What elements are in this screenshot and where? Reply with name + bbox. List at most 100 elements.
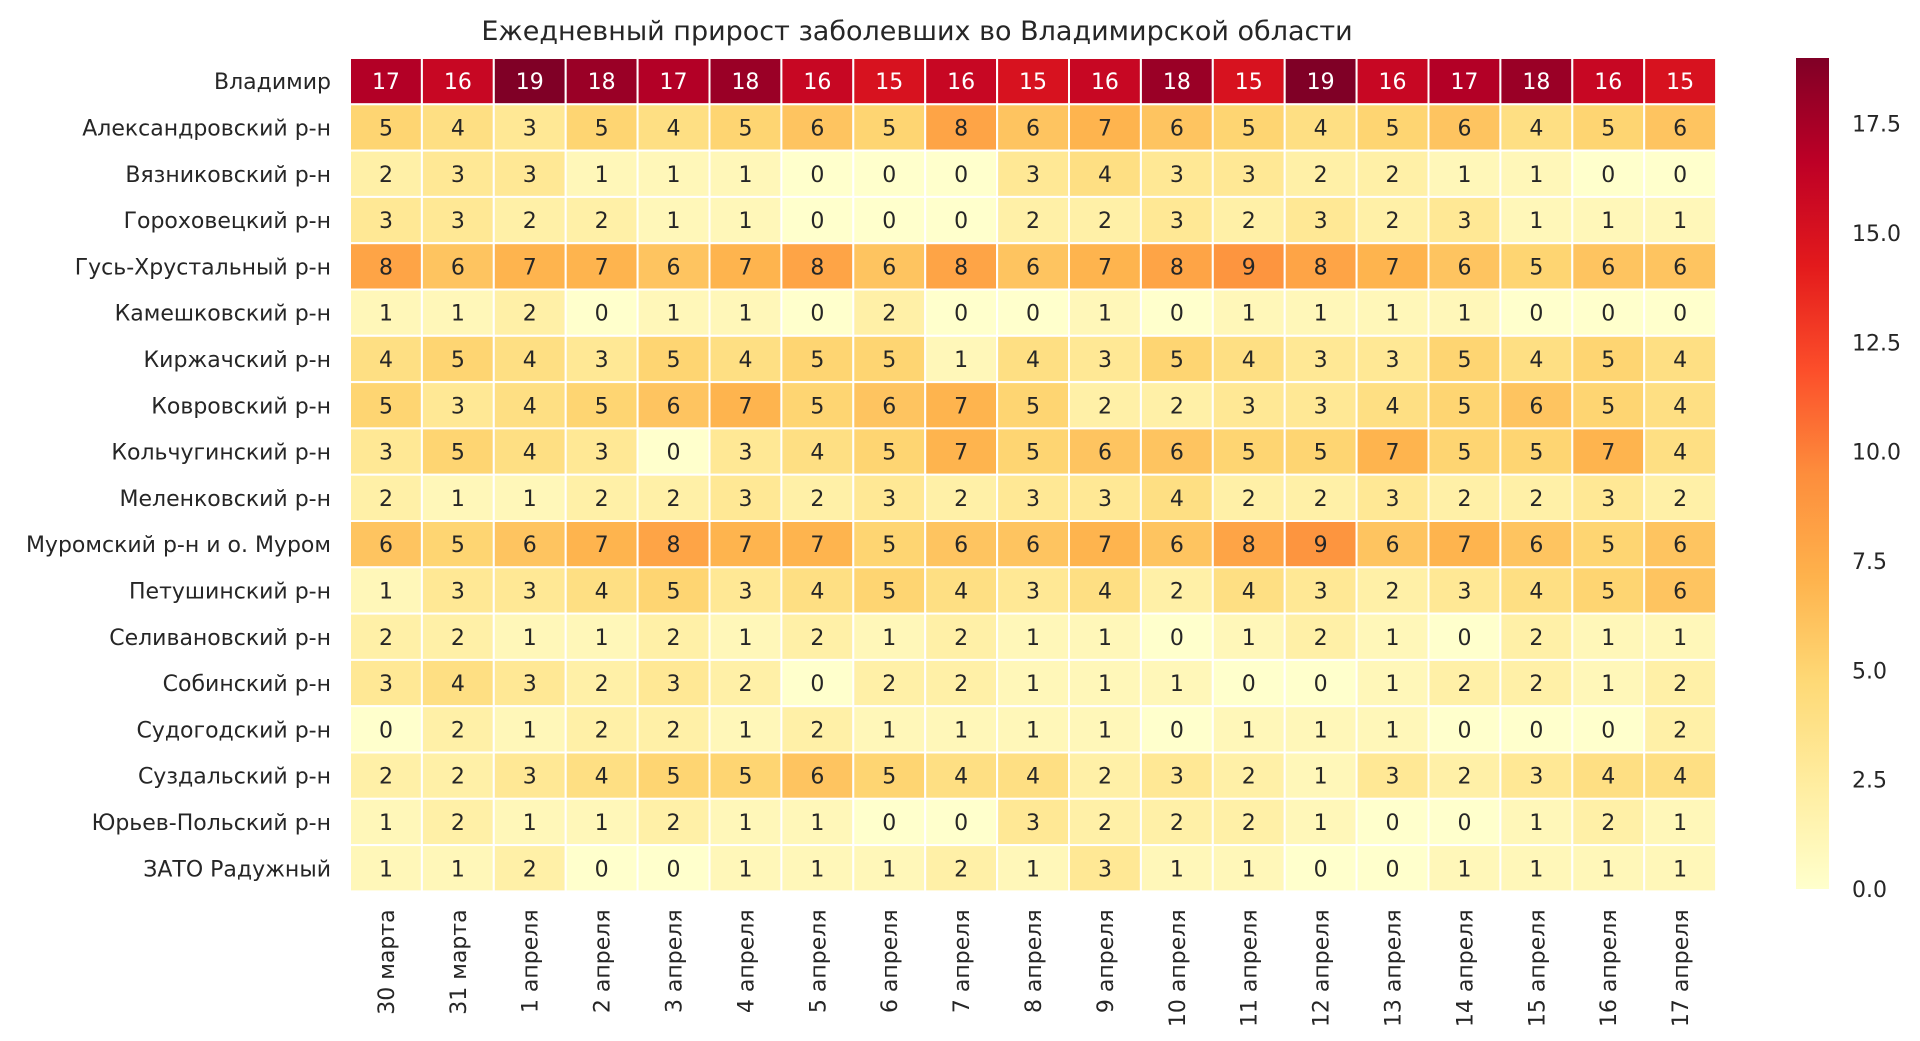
cell-value: 7 [1386,441,1400,466]
heatmap-cell [564,612,639,661]
cell-value: 2 [1673,672,1687,697]
cell-value: 5 [1601,579,1615,604]
cell-value: 0 [1170,626,1184,651]
cell-value: 4 [523,441,537,466]
heatmap-cell [1427,473,1502,523]
heatmap-cell [996,149,1070,198]
cell-value: 8 [954,255,968,280]
cell-value: 7 [954,441,968,466]
cell-value: 1 [1529,209,1543,234]
column-label: 9 апреля [1094,909,1119,1013]
cell-value: 1 [1026,672,1040,697]
row-label: Собинский р-н [163,672,331,697]
cell-value: 5 [379,394,393,419]
heatmap-cell [349,797,423,847]
cell-value: 5 [882,116,896,141]
heatmap-cell [420,195,495,245]
heatmap-cell [708,242,783,291]
heatmap-cell [996,57,1070,106]
cell-value: 1 [1242,302,1256,327]
heatmap-cell [780,612,855,661]
cell-value: 1 [523,487,537,512]
cell-value: 1 [1314,811,1328,836]
heatmap-cell [636,520,711,569]
cell-value: 17 [1450,70,1478,95]
cell-value: 2 [882,302,896,327]
cell-value: 3 [523,672,537,697]
heatmap-cell [708,57,783,106]
cell-value: 3 [1026,579,1040,604]
cell-value: 1 [1457,857,1471,882]
cell-value: 3 [1098,348,1112,373]
row-label: Гороховецкий р-н [124,209,331,234]
cell-value: 5 [667,579,681,604]
cell-value: 3 [595,348,609,373]
cell-value: 4 [1673,765,1687,790]
cell-value: 6 [1673,116,1687,141]
cell-value: 17 [372,70,400,95]
cell-value: 2 [1170,811,1184,836]
heatmap-cell [1499,566,1574,615]
cell-value: 1 [1242,718,1256,743]
cell-value: 4 [1673,348,1687,373]
cell-value: 3 [1529,765,1543,790]
cell-value: 7 [1457,533,1471,558]
cell-value: 5 [810,348,824,373]
cell-value: 1 [738,718,752,743]
cell-value: 6 [1170,533,1184,558]
cell-value: 4 [954,765,968,790]
cell-value: 18 [1163,70,1191,95]
cell-value: 7 [738,533,752,558]
heatmap-cell [420,566,495,615]
cell-value: 2 [1170,579,1184,604]
heatmap-cell [924,427,999,476]
heatmap-cell [492,566,567,615]
heatmap-cell [1355,242,1430,291]
heatmap-cell [420,844,495,893]
cell-value: 3 [1386,487,1400,512]
cell-value: 7 [738,255,752,280]
heatmap-cell [1139,242,1214,291]
column-label: 11 апреля [1238,909,1263,1027]
heatmap-cell [780,520,855,569]
heatmap-cell [924,520,999,569]
cell-value: 3 [451,209,465,234]
heatmap-cell [1068,658,1142,708]
cell-value: 3 [1170,209,1184,234]
column-label: 1 апреля [519,909,544,1013]
heatmap-cell [1139,57,1214,106]
cell-value: 6 [1601,255,1615,280]
heatmap-cell [1139,195,1214,245]
heatmap-cell [1427,658,1502,708]
heatmap-cell [492,520,567,569]
heatmap-cell [420,334,495,384]
heatmap-cell [420,242,495,291]
cell-value: 1 [1242,857,1256,882]
cell-value: 3 [1386,765,1400,790]
heatmap-cell [1427,520,1502,569]
row-label: Судогодский р-н [136,718,331,743]
cell-value: 6 [882,255,896,280]
cell-value: 2 [451,765,465,790]
column-label: 17 апреля [1669,909,1694,1027]
cell-value: 19 [1307,70,1335,95]
heatmap-cell [780,566,855,615]
cell-value: 2 [451,811,465,836]
cell-value: 0 [1601,302,1615,327]
cell-value: 3 [451,579,465,604]
cell-value: 4 [1242,579,1256,604]
cell-value: 2 [1386,163,1400,188]
cell-value: 18 [588,70,616,95]
cell-value: 2 [1601,811,1615,836]
cell-value: 3 [1314,579,1328,604]
cell-value: 0 [1026,302,1040,327]
cell-value: 2 [810,487,824,512]
heatmap-cell [1283,381,1358,430]
column-label: 5 апреля [806,909,831,1013]
cell-value: 1 [523,626,537,651]
cell-value: 5 [595,394,609,419]
heatmap-cell [349,612,423,661]
cell-value: 16 [1379,70,1407,95]
cell-value: 3 [1457,209,1471,234]
